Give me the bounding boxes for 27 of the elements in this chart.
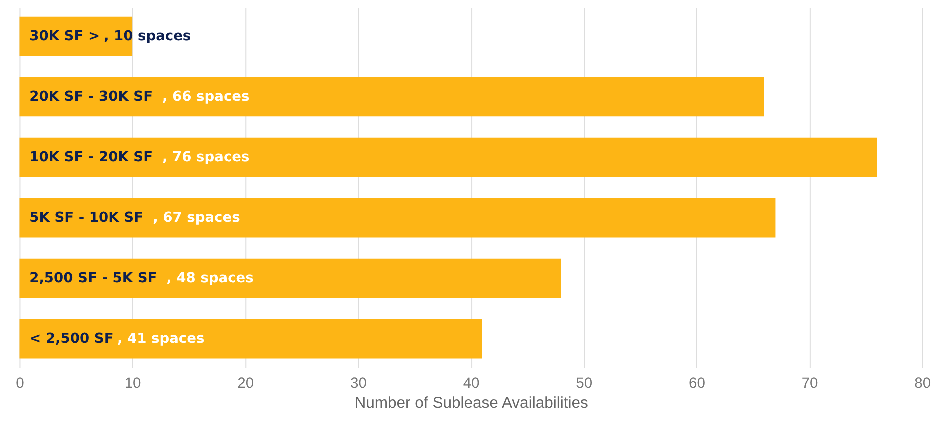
bar bbox=[20, 198, 776, 238]
data-label: , 67 spaces bbox=[153, 210, 240, 226]
x-tick-label: 20 bbox=[238, 376, 254, 392]
bar bbox=[20, 138, 878, 178]
data-label: , 10 spaces bbox=[104, 28, 192, 44]
data-label: , 48 spaces bbox=[166, 270, 254, 287]
x-tick-label: 30 bbox=[350, 376, 367, 392]
y-tick-label: 10K SF - 20K SF bbox=[30, 149, 154, 166]
bar bbox=[20, 258, 562, 298]
data-label: , 66 spaces bbox=[162, 88, 250, 105]
y-tick-label: < 2,500 SF bbox=[30, 331, 114, 348]
x-tick-label: 80 bbox=[914, 376, 932, 392]
x-tick-label: 60 bbox=[688, 376, 706, 392]
x-tick-label: 40 bbox=[463, 376, 480, 392]
bar bbox=[20, 77, 764, 117]
y-tick-label: 2,500 SF - 5K SF bbox=[30, 270, 158, 287]
y-tick-label: 5K SF - 10K SF bbox=[30, 210, 144, 226]
bar bbox=[20, 319, 482, 359]
x-tick-label: 70 bbox=[802, 376, 818, 392]
x-tick-label: 10 bbox=[124, 376, 142, 392]
x-axis-title: Number of Sublease Availabilities bbox=[354, 394, 589, 412]
data-label: , 41 spaces bbox=[117, 331, 205, 348]
x-tick-label: 50 bbox=[576, 376, 593, 392]
y-tick-label: 20K SF - 30K SF bbox=[30, 88, 154, 105]
y-tick-label: 30K SF > bbox=[30, 28, 100, 44]
x-tick-label: 0 bbox=[16, 376, 24, 392]
data-label: , 76 spaces bbox=[162, 149, 250, 166]
